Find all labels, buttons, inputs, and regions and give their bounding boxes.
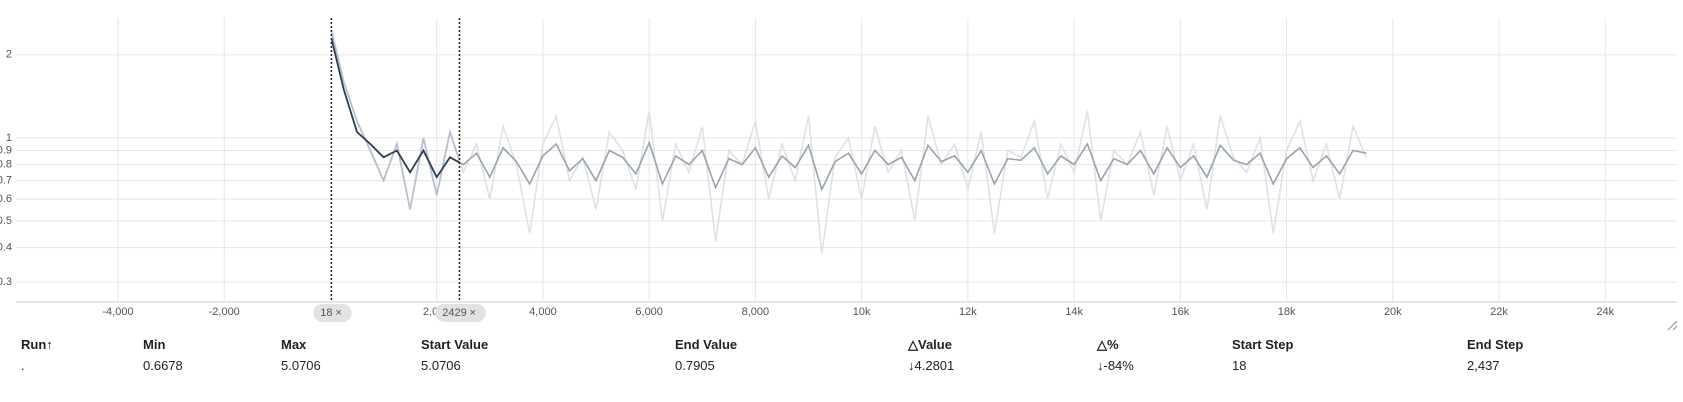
resize-handle[interactable] [1667, 320, 1678, 330]
cell: 0.6678 [143, 358, 183, 373]
x-tick-label: 24k [1596, 306, 1614, 318]
x-tick-label: 4,000 [529, 306, 557, 318]
header-text: Run [21, 337, 47, 352]
series-line [330, 37, 1367, 192]
x-tick-label: 14k [1065, 306, 1083, 318]
y-tick-label: 0.8 [0, 158, 12, 170]
y-tick-label: 1 [6, 132, 12, 144]
cell-text: 4.2801 [914, 358, 955, 373]
selection-label: 2429 [442, 307, 466, 319]
header[interactable]: Min [143, 337, 166, 352]
x-tick-label: 6,000 [635, 306, 663, 318]
x-tick-label: -4,000 [102, 306, 133, 318]
header[interactable]: Start Value [421, 337, 489, 352]
y-tick-label: 0.4 [0, 242, 12, 254]
x-tick-label: 20k [1384, 306, 1402, 318]
header-text: % [1107, 337, 1119, 352]
cell: 0.7905 [675, 358, 715, 373]
header[interactable]: Start Step [1232, 337, 1294, 352]
delta-icon: △ [1097, 337, 1107, 352]
down-icon: ↓ [1097, 358, 1104, 373]
cell: . [21, 358, 25, 373]
y-tick-label: 2 [6, 49, 12, 61]
y-tick-label: 0.5 [0, 215, 12, 227]
selection-remove[interactable]: × [335, 307, 341, 319]
selection-label: 18 [320, 307, 332, 319]
x-tick-label: 18k [1278, 306, 1296, 318]
header[interactable]: End Value [675, 337, 738, 352]
cell: 2,437 [1467, 358, 1500, 373]
header-text: Value [918, 337, 952, 352]
cell-text: -84% [1103, 358, 1134, 373]
header[interactable]: End Step [1467, 337, 1524, 352]
cell: ↓4.2801 [908, 358, 954, 373]
cell: ↓-84% [1097, 358, 1134, 373]
header[interactable]: △Value [908, 337, 952, 353]
plot [330, 30, 1368, 254]
x-tick-label: -2,000 [209, 306, 240, 318]
delta-icon: △ [908, 337, 918, 352]
header[interactable]: Max [281, 337, 307, 352]
selection-chip [313, 304, 352, 322]
series-line [330, 30, 1368, 254]
header[interactable]: △% [1097, 337, 1119, 353]
selection-chip [435, 304, 486, 322]
cell: 5.0706 [421, 358, 461, 373]
x-tick-label: 8,000 [742, 306, 770, 318]
selection-remove[interactable]: × [470, 307, 476, 319]
sort-icon: ↑ [46, 337, 53, 352]
x-tick-label: 10k [853, 306, 871, 318]
x-tick-label: 22k [1490, 306, 1508, 318]
x-tick-label: 12k [959, 306, 977, 318]
x-tick-label: 16k [1171, 306, 1189, 318]
y-tick-label: 0.7 [0, 174, 12, 186]
y-tick-label: 0.6 [0, 193, 12, 205]
y-tick-label: 0.3 [0, 276, 12, 288]
down-icon: ↓ [908, 358, 915, 373]
header[interactable]: Run↑ [21, 337, 53, 352]
y-tick-label: 0.9 [0, 144, 12, 156]
chart: 0.30.40.50.60.70.80.912-4,000-2,0002,000… [0, 18, 1678, 330]
cell: 5.0706 [281, 358, 321, 373]
cell: 18 [1232, 358, 1247, 373]
